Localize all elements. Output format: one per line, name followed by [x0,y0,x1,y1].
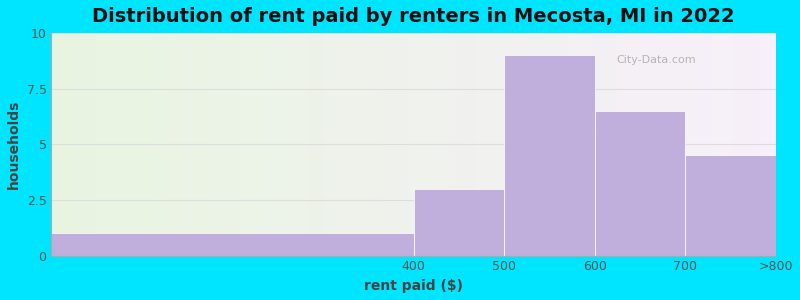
X-axis label: rent paid ($): rent paid ($) [364,279,463,293]
Text: City-Data.com: City-Data.com [617,55,696,65]
Title: Distribution of rent paid by renters in Mecosta, MI in 2022: Distribution of rent paid by renters in … [92,7,735,26]
Bar [686,155,776,256]
Bar [504,55,594,256]
Bar [51,233,414,256]
Bar [594,111,686,256]
Bar [414,189,504,256]
Y-axis label: households: households [7,100,21,189]
